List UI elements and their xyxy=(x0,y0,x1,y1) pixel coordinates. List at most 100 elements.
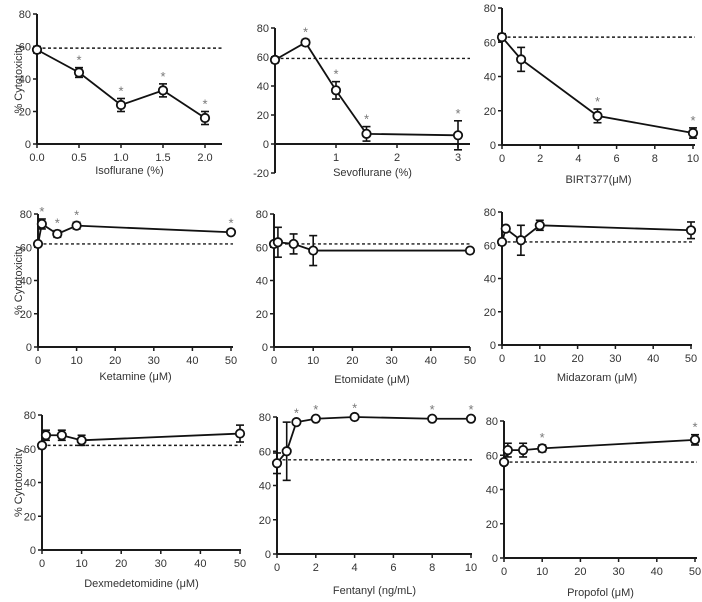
y-tick-label: 20 xyxy=(20,309,32,321)
data-point xyxy=(288,238,299,250)
x-tick-label: 40 xyxy=(425,355,437,367)
y-axis-label: % Cytotoxicity xyxy=(13,245,25,315)
y-tick-label: 60 xyxy=(257,52,269,64)
significance-star: * xyxy=(595,94,600,109)
data-point xyxy=(36,218,47,230)
y-tick-label: 60 xyxy=(24,444,36,456)
x-tick-label: 20 xyxy=(109,355,121,367)
panel-propofol: 0 20 40 60 80 0 10 20 30 40 50 Propofol (μM) * * xyxy=(486,416,701,599)
y-tick-label: 80 xyxy=(20,209,32,221)
x-tick-label: 50 xyxy=(685,353,697,365)
x-tick-label: 1 xyxy=(333,152,339,164)
data-point xyxy=(73,67,85,78)
panel-isoflurane: 0 20 40 60 80 0.0 0.5 1.0 1.5 2.0 Isoflurane (%) % … xyxy=(13,9,222,177)
significance-star: * xyxy=(540,430,545,445)
x-tick-label: 8 xyxy=(652,153,658,165)
data-point xyxy=(56,430,67,441)
x-tick-label: 20 xyxy=(571,353,583,365)
x-tick-label: 0.5 xyxy=(71,152,86,164)
data-point xyxy=(308,245,319,256)
data-point xyxy=(427,413,438,424)
y-tick-label: 60 xyxy=(259,446,271,458)
x-tick-label: 8 xyxy=(429,562,435,574)
x-axis-label: BIRT377(μM) xyxy=(565,174,631,186)
data-point xyxy=(52,228,63,240)
significance-star: * xyxy=(118,84,123,99)
data-point xyxy=(502,445,513,456)
y-tick-label: 0 xyxy=(265,549,271,561)
x-axis-label: Dexmedetomidine (μM) xyxy=(84,578,199,590)
x-tick-label: 20 xyxy=(346,355,358,367)
y-tick-label: 20 xyxy=(486,519,498,531)
x-axis-label: Sevoflurane (%) xyxy=(333,167,412,179)
x-tick-label: 1.0 xyxy=(113,152,128,164)
x-tick-label: 10 xyxy=(75,558,87,570)
x-tick-label: 4 xyxy=(575,153,581,165)
panel-birt377: 0 20 40 60 80 0 2 4 6 8 10 BIRT377(μM) * * xyxy=(484,3,699,186)
y-tick-label: 60 xyxy=(484,37,496,49)
x-tick-label: 3 xyxy=(455,152,461,164)
data-point xyxy=(687,127,699,139)
x-tick-label: 0 xyxy=(274,562,280,574)
y-tick-label: 60 xyxy=(486,450,498,462)
y-tick-label: 60 xyxy=(20,242,32,254)
data-point xyxy=(515,54,527,65)
data-point xyxy=(40,430,52,441)
data-point xyxy=(592,110,603,121)
y-axis-label: % Cytotoxicity xyxy=(13,447,25,517)
data-point xyxy=(291,417,302,428)
x-tick-label: 10 xyxy=(70,355,82,367)
data-point xyxy=(71,220,82,231)
y-tick-label: 0 xyxy=(492,553,498,565)
series-line xyxy=(41,432,241,446)
x-tick-label: 40 xyxy=(186,355,198,367)
x-axis-label: Midazoram (μM) xyxy=(557,372,637,384)
x-tick-label: 0 xyxy=(501,566,507,578)
data-point xyxy=(225,227,237,238)
x-axis-label: Ketamine (μM) xyxy=(99,371,171,383)
data-point xyxy=(36,440,48,451)
significance-star: * xyxy=(294,405,299,420)
panel-fentanyl: 0 20 40 60 80 0 2 4 6 8 10 Fentanyl (ng/mL) * * * * * xyxy=(259,400,477,597)
data-point xyxy=(330,85,342,96)
y-tick-label: 80 xyxy=(24,410,36,422)
x-tick-label: 20 xyxy=(574,566,586,578)
data-point xyxy=(31,44,43,55)
y-tick-label: 0 xyxy=(262,342,268,354)
x-tick-label: 10 xyxy=(534,353,546,365)
series-line xyxy=(37,222,232,245)
x-tick-label: 1.5 xyxy=(155,152,170,164)
y-tick-label: -20 xyxy=(253,168,269,180)
y-tick-label: 40 xyxy=(484,72,496,84)
data-point xyxy=(310,413,321,424)
x-tick-label: 50 xyxy=(464,355,476,367)
x-tick-label: 30 xyxy=(148,355,160,367)
x-tick-label: 0 xyxy=(271,355,277,367)
y-tick-label: 80 xyxy=(486,416,498,428)
significance-star: * xyxy=(430,402,435,417)
panel-ketamine: 0 20 40 60 80 0 10 20 30 40 50 Ketamine (μM) % Cytot… xyxy=(13,204,237,383)
data-point xyxy=(157,85,169,96)
significance-star: * xyxy=(468,402,473,417)
y-tick-label: 40 xyxy=(20,276,32,288)
y-tick-label: 20 xyxy=(484,106,496,118)
y-tick-label: 0 xyxy=(263,139,269,151)
y-tick-label: 60 xyxy=(256,242,268,254)
panel-sevoflurane: -20 0 20 40 60 80 1 2 3 Sevoflurane (%) * * * * xyxy=(253,23,470,180)
y-tick-label: 20 xyxy=(259,515,271,527)
data-point xyxy=(498,456,510,468)
significance-star: * xyxy=(39,204,44,219)
y-tick-label: 80 xyxy=(19,9,31,21)
data-point xyxy=(234,428,246,439)
data-point xyxy=(496,236,508,248)
panel-midazoram: 0 20 40 60 80 0 10 20 30 40 50 Midazoram (μM) xyxy=(484,207,697,384)
x-tick-label: 30 xyxy=(612,566,624,578)
data-point xyxy=(465,413,477,424)
y-axis-label: % Cytotoxicity xyxy=(13,44,25,114)
data-point xyxy=(199,112,211,124)
data-point xyxy=(685,225,697,236)
x-tick-label: 30 xyxy=(385,355,397,367)
data-point xyxy=(500,223,511,234)
significance-star: * xyxy=(76,53,81,68)
y-tick-label: 0 xyxy=(30,545,36,557)
